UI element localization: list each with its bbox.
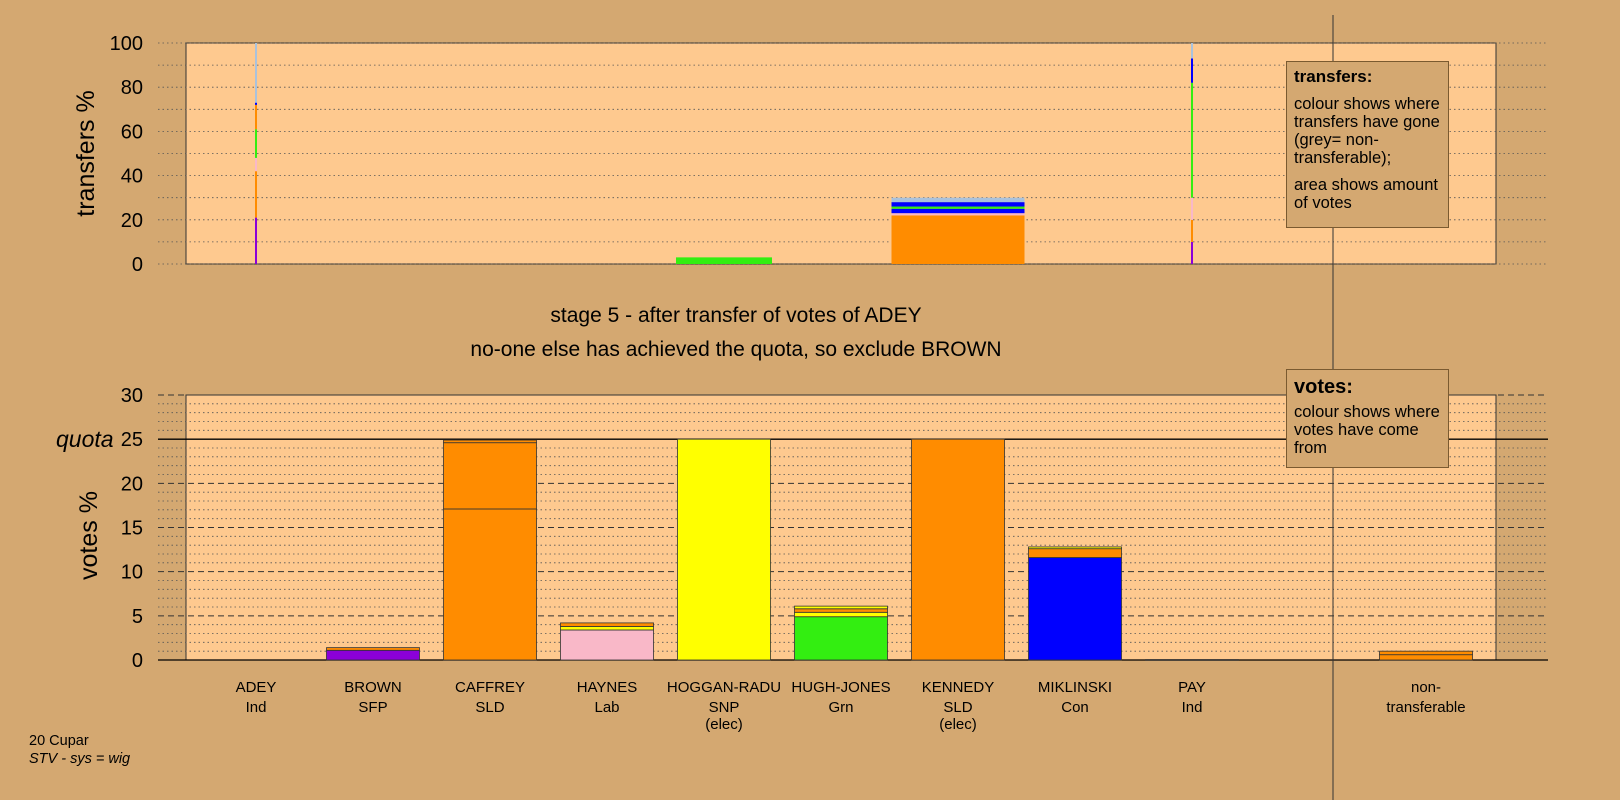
vote-bar-segment xyxy=(1145,659,1239,661)
votes-legend-colour-text: colour shows where votes have come from xyxy=(1294,403,1440,457)
vote-bar-segment xyxy=(794,608,888,613)
candidate-party: SFP xyxy=(358,699,387,716)
votes-y-tick-label: 30 xyxy=(121,385,143,407)
votes-y-tick-label: 10 xyxy=(121,562,143,584)
candidate-party: Lab xyxy=(594,699,619,716)
quota-tick-label: 25 xyxy=(121,429,143,451)
transfer-bar-segment xyxy=(891,213,1025,216)
transfer-bar-segment xyxy=(1191,241,1193,264)
vote-bar-segment xyxy=(1028,557,1122,661)
transfer-bar-segment xyxy=(255,171,257,218)
vote-bar-segment xyxy=(326,647,420,651)
transfers-y-tick-label: 20 xyxy=(121,210,143,232)
stage-title: stage 5 - after transfer of votes of ADE… xyxy=(550,304,921,327)
vote-bar-segment xyxy=(443,439,537,444)
candidate-party: Ind xyxy=(246,699,267,716)
transfer-bar-segment xyxy=(891,202,1025,207)
candidate-name: BROWN xyxy=(344,679,402,696)
transfers-plot-area xyxy=(185,42,1497,265)
vote-bar-segment xyxy=(443,442,537,510)
vote-bar-segment xyxy=(794,616,888,661)
vote-bar-segment xyxy=(794,605,888,610)
transfer-bar-segment xyxy=(1191,43,1193,59)
candidate-party: SLD xyxy=(943,699,972,716)
transfer-bar-segment xyxy=(255,217,257,264)
transfer-bar-segment xyxy=(676,257,772,264)
transfer-bar-segment xyxy=(891,208,1025,214)
ward-name: 20 Cupar xyxy=(29,733,89,749)
candidate-name: HUGH-JONES xyxy=(791,679,890,696)
stage-subtitle: no-one else has achieved the quota, so e… xyxy=(470,338,1001,361)
candidate-name: MIKLINSKI xyxy=(1038,679,1112,696)
votes-y-axis-label: votes % xyxy=(75,491,103,580)
transfer-bar-segment xyxy=(255,129,257,158)
candidate-name: CAFFREY xyxy=(455,679,525,696)
transfers-y-tick-label: 0 xyxy=(132,254,143,276)
transfers-y-tick-label: 100 xyxy=(110,33,143,55)
transfer-bar-segment xyxy=(891,206,1025,209)
candidate-name: HAYNES xyxy=(577,679,638,696)
candidate-name: HOGGAN-RADU xyxy=(667,679,781,696)
transfer-bar-segment xyxy=(255,43,257,103)
candidate-party: SNP xyxy=(709,699,740,716)
vote-bar-segment xyxy=(560,629,654,661)
transfer-bar-segment xyxy=(891,215,1025,264)
vote-bar-segment xyxy=(1028,548,1122,558)
transfer-bar-segment xyxy=(1191,197,1193,220)
candidate-party: Con xyxy=(1061,699,1089,716)
candidate-party: Grn xyxy=(828,699,853,716)
votes-y-tick-label: 0 xyxy=(132,650,143,672)
candidate-name: ADEY xyxy=(236,679,277,696)
candidate-status: (elec) xyxy=(939,716,977,733)
transfers-legend-colour-text: colour shows where transfers have gone (… xyxy=(1294,95,1440,167)
transfers-legend: transfers: colour shows where transfers … xyxy=(1286,61,1449,228)
voting-system: STV - sys = wig xyxy=(29,751,131,767)
candidate-party: Ind xyxy=(1182,699,1203,716)
candidate-name: non- xyxy=(1411,679,1441,696)
candidate-status: (elec) xyxy=(705,716,743,733)
vote-bar-segment xyxy=(1379,654,1473,661)
candidate-name: PAY xyxy=(1178,679,1206,696)
transfer-bar-segment xyxy=(1191,219,1193,242)
votes-y-tick-label: 15 xyxy=(121,518,143,540)
transfers-y-axis-label: transfers % xyxy=(72,90,100,216)
vote-bar-segment xyxy=(677,438,771,661)
votes-legend: votes: colour shows where votes have com… xyxy=(1286,369,1449,468)
footer: 20 Cupar STV - sys = wig xyxy=(29,732,130,768)
transfer-bar-segment xyxy=(255,102,257,105)
transfers-y-tick-label: 80 xyxy=(121,77,143,99)
vote-bar-segment xyxy=(560,626,654,631)
transfer-bar-segment xyxy=(1191,82,1193,198)
quota-label: quota xyxy=(56,426,114,452)
votes-y-tick-label: 5 xyxy=(132,606,143,628)
votes-legend-title: votes: xyxy=(1294,376,1353,398)
transfers-legend-area-text: area shows amount of votes xyxy=(1294,176,1438,212)
candidate-party: transferable xyxy=(1386,699,1465,716)
transfer-bar-segment xyxy=(891,197,1025,203)
vote-bar-segment xyxy=(911,438,1005,661)
candidate-party: SLD xyxy=(475,699,504,716)
vote-bar-segment xyxy=(443,508,537,661)
vote-bar-segment xyxy=(1028,546,1122,550)
transfers-legend-title: transfers: xyxy=(1294,67,1373,86)
transfer-bar-segment xyxy=(1191,58,1193,83)
vote-bar-segment xyxy=(326,649,420,661)
vote-bar-segment xyxy=(1379,650,1473,656)
vote-bar-segment xyxy=(794,611,888,618)
candidate-name: KENNEDY xyxy=(922,679,995,696)
transfers-y-tick-label: 60 xyxy=(121,121,143,143)
votes-y-tick-label: 20 xyxy=(121,473,143,495)
vote-bar-segment xyxy=(560,622,654,627)
transfer-bar-segment xyxy=(255,157,257,172)
transfers-y-tick-label: 40 xyxy=(121,166,143,188)
transfer-bar-segment xyxy=(255,104,257,130)
